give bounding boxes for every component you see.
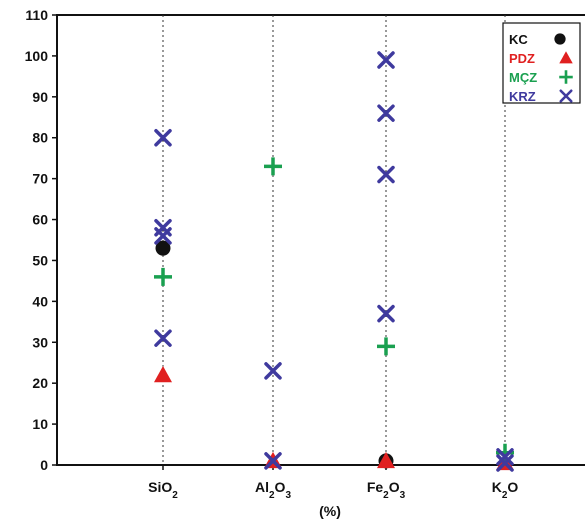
y-tick-label: 20 bbox=[32, 375, 48, 391]
y-tick-label: 50 bbox=[32, 252, 48, 268]
point-krz-fe2o3-8 bbox=[377, 165, 395, 184]
legend-marker-pdz bbox=[559, 51, 573, 64]
y-tick-label: 60 bbox=[32, 212, 48, 228]
x-tick-label-fe2o3: Fe2O3 bbox=[367, 479, 406, 501]
legend-marker-krz bbox=[559, 89, 573, 103]
y-tick-label: 70 bbox=[32, 171, 48, 187]
y-axis: 0 10 20 30 40 50 60 70 80 90 100 110 bbox=[25, 7, 57, 473]
plot-frame bbox=[56, 14, 585, 466]
legend-symbol-krz bbox=[559, 89, 573, 103]
legend-label-kc: KC bbox=[509, 32, 528, 47]
series-pdz bbox=[154, 366, 514, 471]
point-krz-k2o-11 bbox=[496, 454, 514, 472]
point-krz-sio2-3 bbox=[154, 329, 172, 347]
legend-symbol-mçz bbox=[559, 70, 573, 84]
x-axis-label: (%) bbox=[319, 503, 341, 519]
y-tick-label: 80 bbox=[32, 130, 48, 146]
x-tick-label-al2o3: Al2O3 bbox=[255, 479, 291, 501]
point-krz-al2o3-5 bbox=[264, 452, 282, 470]
data-points bbox=[154, 51, 514, 472]
y-tick-label: 30 bbox=[32, 334, 48, 350]
point-krz-fe2o3-9 bbox=[377, 304, 395, 323]
point-mçz-fe2o3-2 bbox=[377, 337, 395, 356]
legend-label-mçz: MÇZ bbox=[509, 70, 537, 85]
point-mçz-al2o3-1 bbox=[264, 157, 282, 176]
series-mçz bbox=[154, 157, 514, 462]
x-tick-label-sio2: SiO2 bbox=[148, 479, 178, 501]
x-tick-label-k2o: K2O bbox=[492, 479, 519, 501]
legend: KC PDZ MÇZ KRZ bbox=[502, 22, 581, 104]
series-kc bbox=[155, 240, 394, 469]
point-krz-sio2-0 bbox=[154, 128, 172, 147]
point-krz-fe2o3-6 bbox=[377, 51, 395, 69]
legend-symbol-pdz bbox=[559, 51, 573, 64]
legend-label-krz: KRZ bbox=[509, 89, 536, 104]
legend-marker-mçz bbox=[559, 70, 573, 84]
point-pdz-sio2-0 bbox=[154, 366, 172, 383]
legend-symbol-kc bbox=[554, 33, 566, 45]
point-kc-sio2-0 bbox=[155, 240, 171, 256]
point-krz-al2o3-4 bbox=[264, 362, 282, 380]
y-tick-label: 110 bbox=[25, 7, 48, 23]
point-mçz-sio2-0 bbox=[154, 267, 172, 286]
x-axis: SiO2 Al2O3 Fe2O3 K2O bbox=[148, 465, 518, 501]
y-tick-label: 40 bbox=[32, 293, 48, 309]
y-tick-label: 0 bbox=[40, 457, 48, 473]
point-pdz-fe2o3-2 bbox=[377, 451, 395, 469]
point-krz-sio2-2 bbox=[154, 227, 172, 245]
y-tick-label: 100 bbox=[25, 48, 49, 64]
legend-label-pdz: PDZ bbox=[509, 51, 535, 66]
legend-marker-kc bbox=[554, 33, 566, 45]
y-tick-label: 10 bbox=[32, 416, 48, 432]
point-krz-k2o-10 bbox=[496, 448, 514, 466]
point-krz-fe2o3-7 bbox=[377, 104, 395, 122]
series-krz bbox=[154, 51, 514, 472]
y-tick-label: 90 bbox=[32, 89, 48, 105]
